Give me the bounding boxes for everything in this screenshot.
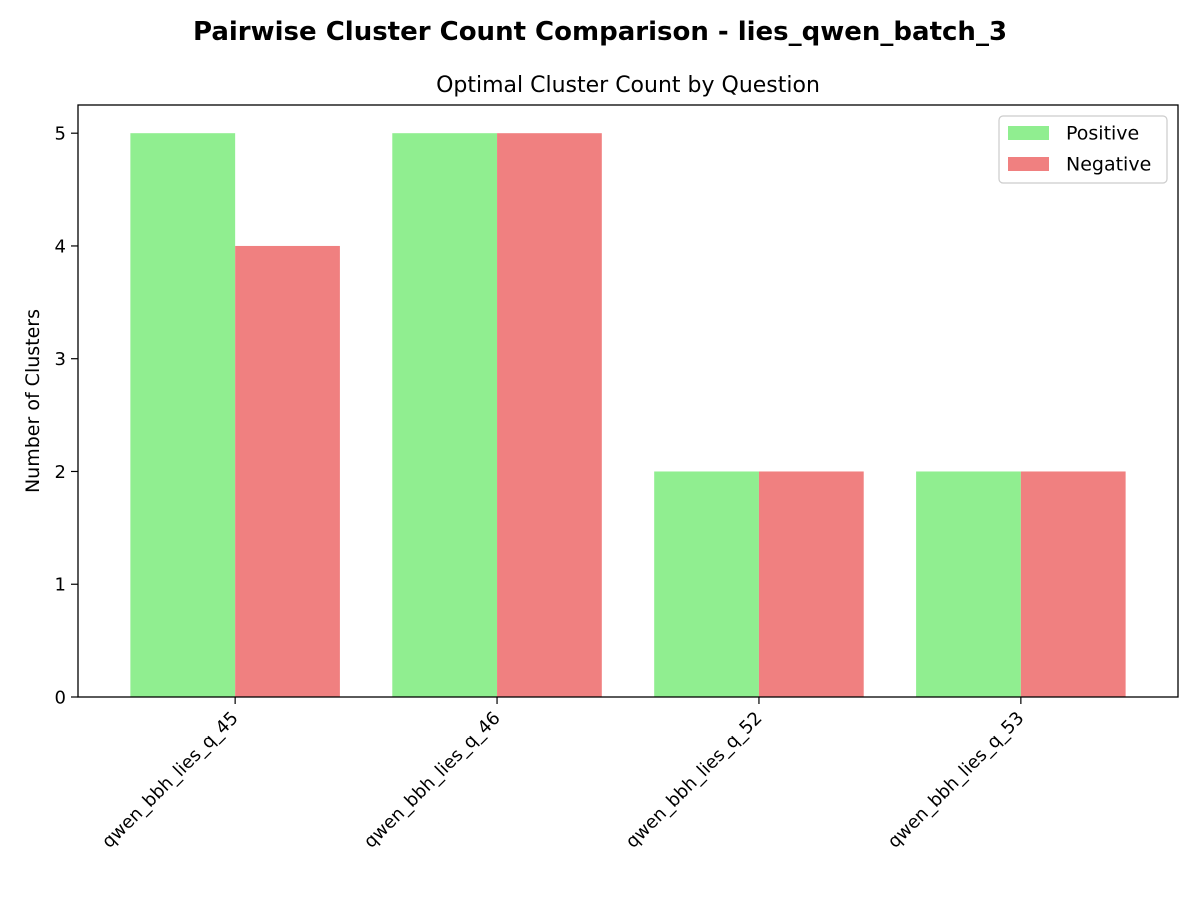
legend-swatch-positive <box>1008 126 1049 140</box>
y-tick-label-3: 3 <box>55 349 66 370</box>
x-tick-label-1: qwen_bbh_lies_q_46 <box>360 708 505 853</box>
x-tick-label-2: qwen_bbh_lies_q_52 <box>622 708 767 853</box>
bar-positive-3 <box>916 471 1021 697</box>
legend: Positive Negative <box>998 115 1168 184</box>
bar-positive-2 <box>654 471 759 697</box>
legend-label-negative: Negative <box>1066 154 1151 176</box>
y-axis-label: Number of Clusters <box>22 309 44 493</box>
chart-title: Optimal Cluster Count by Question <box>436 73 820 98</box>
bar-positive-1 <box>392 133 498 697</box>
y-tick-label-5: 5 <box>55 124 66 145</box>
bar-negative-3 <box>1020 471 1126 697</box>
bar-positive-0 <box>130 133 236 697</box>
legend-swatch-negative <box>1008 157 1049 171</box>
bar-negative-2 <box>758 471 864 697</box>
y-tick-label-0: 0 <box>55 688 66 709</box>
y-tick-label-1: 1 <box>55 575 66 596</box>
legend-label-positive: Positive <box>1066 123 1139 145</box>
bar-negative-0 <box>235 245 340 697</box>
plot-frame <box>77 104 1179 698</box>
bars-group <box>130 133 1126 697</box>
chart-suptitle: Pairwise Cluster Count Comparison - lies… <box>193 17 1007 47</box>
x-tick-label-3: qwen_bbh_lies_q_53 <box>884 708 1029 853</box>
y-tick-label-4: 4 <box>55 236 66 257</box>
x-tick-label-0: qwen_bbh_lies_q_45 <box>98 708 243 853</box>
bar-negative-1 <box>497 133 602 697</box>
y-tick-label-2: 2 <box>55 462 66 483</box>
